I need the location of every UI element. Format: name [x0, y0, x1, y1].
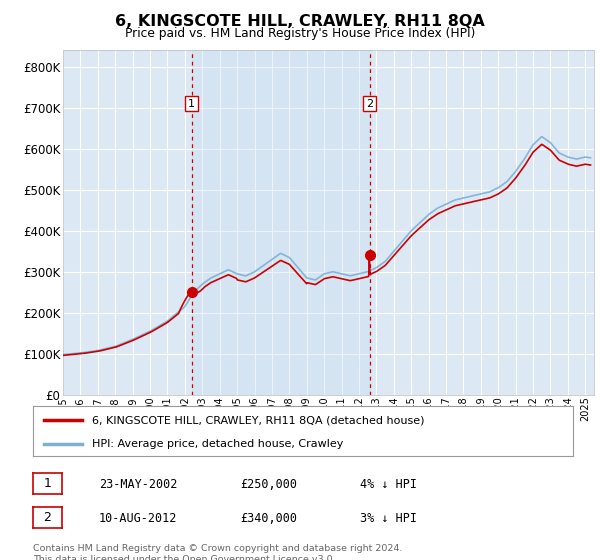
Text: 3% ↓ HPI: 3% ↓ HPI [360, 511, 417, 525]
Text: Price paid vs. HM Land Registry's House Price Index (HPI): Price paid vs. HM Land Registry's House … [125, 27, 475, 40]
Text: 1: 1 [188, 99, 195, 109]
Bar [191, 50, 370, 395]
Text: 2: 2 [43, 511, 52, 524]
Text: 6, KINGSCOTE HILL, CRAWLEY, RH11 8QA: 6, KINGSCOTE HILL, CRAWLEY, RH11 8QA [115, 14, 485, 29]
Text: 4% ↓ HPI: 4% ↓ HPI [360, 478, 417, 491]
Text: 10-AUG-2012: 10-AUG-2012 [99, 511, 178, 525]
Text: 23-MAY-2002: 23-MAY-2002 [99, 478, 178, 491]
Text: HPI: Average price, detached house, Crawley: HPI: Average price, detached house, Craw… [92, 439, 344, 449]
Text: 2: 2 [366, 99, 373, 109]
Text: Contains HM Land Registry data © Crown copyright and database right 2024.
This d: Contains HM Land Registry data © Crown c… [33, 544, 403, 560]
Text: 6, KINGSCOTE HILL, CRAWLEY, RH11 8QA (detached house): 6, KINGSCOTE HILL, CRAWLEY, RH11 8QA (de… [92, 415, 425, 425]
Text: £340,000: £340,000 [240, 511, 297, 525]
Text: £250,000: £250,000 [240, 478, 297, 491]
Text: 1: 1 [43, 477, 52, 491]
